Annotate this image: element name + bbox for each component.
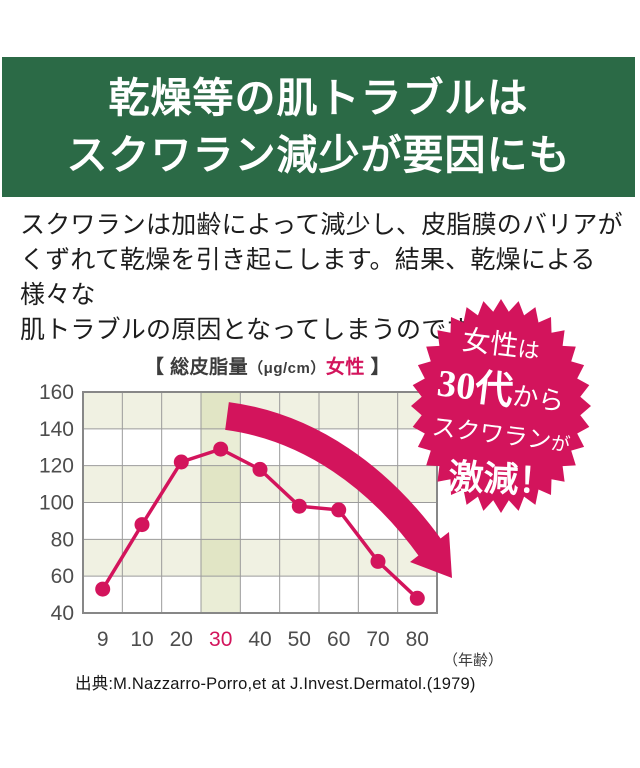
y-tick-label: 100 [39, 492, 74, 515]
data-point [134, 517, 150, 533]
x-tick-label: 80 [406, 628, 429, 651]
x-tick-label: 40 [248, 628, 271, 651]
chart-title-highlight: 女性 [325, 357, 365, 378]
data-point [370, 553, 386, 569]
headline-banner: 乾燥等の肌トラブルは スクワラン減少が要因にも [2, 57, 635, 197]
decline-arrow-icon [225, 402, 452, 578]
intro-paragraph: スクワランは加齢によって減少し、皮脂膜のバリアが くずれて乾燥を引き起こします。… [20, 208, 632, 348]
x-tick-label: 20 [170, 628, 193, 651]
y-tick-label: 40 [51, 602, 74, 625]
data-point [95, 581, 111, 597]
chart-title-unit: （μg/cm） [248, 360, 326, 377]
data-point [252, 461, 268, 477]
intro-line-3: 肌トラブルの原因となってしまうのです。 [20, 317, 495, 344]
x-tick-label: 60 [327, 628, 350, 651]
x-tick-label: 9 [97, 628, 109, 651]
starburst-shape-icon [411, 299, 591, 513]
chart-title: 【 総皮脂量（μg/cm）女性 】 [0, 352, 535, 379]
data-point [409, 590, 425, 606]
data-point [213, 441, 229, 457]
x-tick-label: 50 [288, 628, 311, 651]
x-axis-unit-label: （年齢） [443, 652, 503, 669]
y-tick-label: 140 [39, 418, 74, 441]
data-point [173, 454, 189, 470]
intro-line-1: スクワランは加齢によって減少し、皮脂膜のバリアが [20, 212, 623, 239]
y-tick-label: 60 [51, 565, 74, 588]
burst-badge: 女性は 30代から スクワランが 激減！ [408, 296, 594, 516]
source-citation: 出典:M.Nazzarro-Porro,et at J.Invest.Derma… [75, 675, 476, 693]
y-tick-label: 160 [39, 381, 74, 404]
data-point [331, 502, 347, 518]
chart-title-open: 【 総皮脂量 [144, 357, 249, 378]
intro-line-2: くずれて乾燥を引き起こします。結果、乾燥による様々な [20, 247, 596, 309]
x-tick-label: 30 [209, 628, 232, 651]
headline-line-1: 乾燥等の肌トラブルは [108, 75, 529, 121]
x-tick-label: 10 [130, 628, 153, 651]
y-tick-label: 80 [51, 528, 74, 551]
headline-line-2: スクワラン減少が要因にも [66, 132, 571, 178]
data-point [291, 498, 307, 514]
y-tick-label: 120 [39, 455, 74, 478]
chart-title-close: 】 [364, 357, 391, 378]
x-tick-label: 70 [366, 628, 389, 651]
